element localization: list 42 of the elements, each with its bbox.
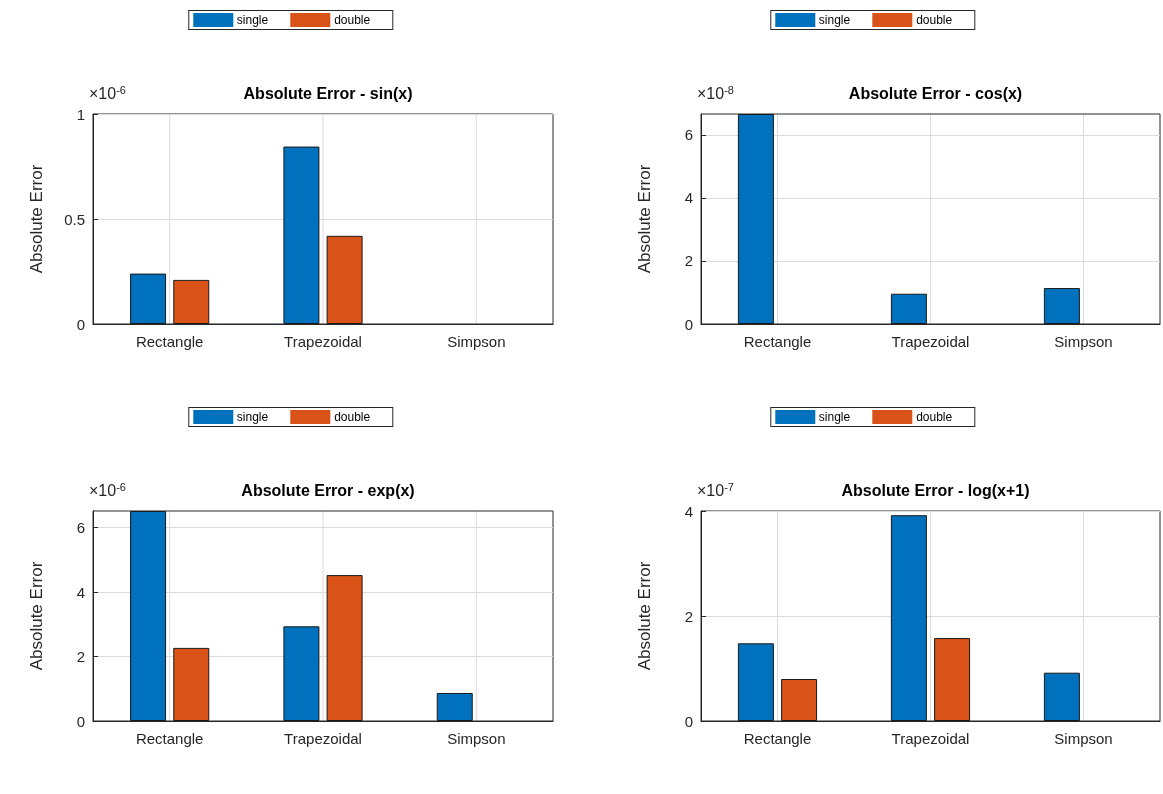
x-tick-label: Simpson — [1054, 730, 1113, 747]
y-axis-title: Absolute Error — [635, 164, 654, 274]
legend-label: single — [818, 410, 851, 424]
x-tick-label: Simpson — [447, 333, 506, 350]
chart-title: Absolute Error - sin(x) — [243, 84, 413, 102]
y-tick-label: 6 — [76, 519, 85, 537]
y-tick-label: 2 — [684, 607, 693, 625]
y-tick-label: 0 — [76, 315, 85, 333]
y-tick-label: 6 — [684, 126, 693, 144]
legend-label: single — [236, 410, 269, 424]
x-tick-label: Rectangle — [743, 730, 812, 747]
x-tick-label: Trapezoidal — [284, 730, 362, 747]
y-tick-label: 1 — [76, 105, 85, 123]
y-tick-label: 4 — [684, 189, 693, 207]
y-tick-label: 0 — [76, 712, 85, 730]
legend-label: double — [334, 13, 371, 27]
chart-title: Absolute Error - exp(x) — [241, 481, 415, 499]
y-axis-title: Absolute Error — [635, 561, 654, 671]
x-tick-label: Trapezoidal — [891, 730, 970, 747]
y-axis-title: Absolute Error — [27, 561, 46, 671]
y-tick-label: 0.5 — [64, 210, 85, 228]
x-tick-label: Rectangle — [743, 333, 812, 350]
legend-label: double — [916, 13, 953, 27]
y-tick-label: 0 — [684, 712, 693, 730]
y-axis-title: Absolute Error — [27, 164, 46, 274]
y-tick-label: 4 — [684, 502, 693, 520]
y-tick-label: 2 — [684, 252, 693, 270]
x-tick-label: Simpson — [447, 730, 506, 747]
y-tick-label: 0 — [684, 315, 693, 333]
x-tick-label: Simpson — [1054, 333, 1113, 350]
legend-label: double — [334, 410, 371, 424]
chart-title: Absolute Error - cos(x) — [848, 84, 1023, 102]
x-tick-label: Trapezoidal — [284, 333, 362, 350]
legend-label: single — [818, 13, 851, 27]
legend-label: single — [236, 13, 269, 27]
y-tick-label: 2 — [76, 648, 85, 666]
x-tick-label: Rectangle — [135, 333, 204, 350]
x-tick-label: Trapezoidal — [891, 333, 970, 350]
y-tick-label: 4 — [76, 583, 85, 601]
x-tick-label: Rectangle — [135, 730, 204, 747]
chart-title: Absolute Error - log(x+1) — [841, 481, 1030, 499]
legend-label: double — [916, 410, 953, 424]
